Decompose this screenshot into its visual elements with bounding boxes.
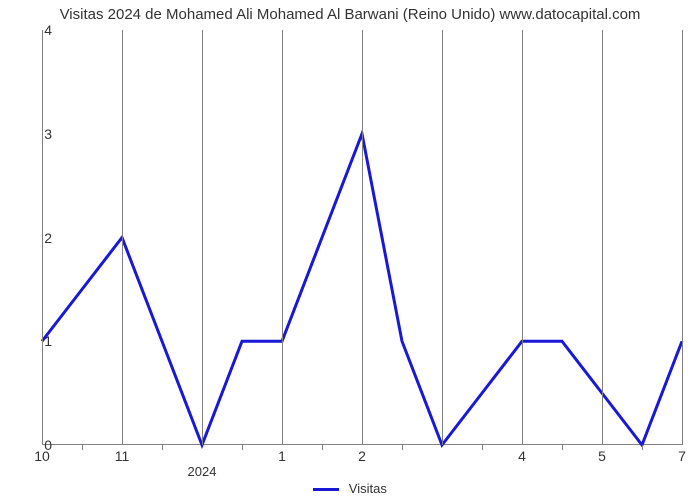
chart-container: Visitas 2024 de Mohamed Ali Mohamed Al B… bbox=[0, 0, 700, 500]
x-sub-label: 2024 bbox=[188, 464, 217, 479]
x-minor-tick bbox=[402, 445, 403, 450]
x-minor-tick bbox=[562, 445, 563, 450]
x-minor-tick bbox=[162, 445, 163, 450]
x-gridline bbox=[682, 30, 683, 445]
y-tick-label: 3 bbox=[12, 126, 52, 142]
y-tick-label: 4 bbox=[12, 22, 52, 38]
x-minor-tick bbox=[82, 445, 83, 450]
x-gridline bbox=[282, 30, 283, 445]
y-tick-label: 2 bbox=[12, 230, 52, 246]
x-gridline bbox=[442, 30, 443, 445]
x-gridline bbox=[122, 30, 123, 445]
x-gridline bbox=[522, 30, 523, 445]
x-minor-tick bbox=[322, 445, 323, 450]
x-gridline bbox=[202, 30, 203, 445]
x-minor-tick bbox=[482, 445, 483, 450]
legend: Visitas bbox=[0, 481, 700, 496]
x-tick-label: 1 bbox=[278, 448, 286, 464]
x-tick-label: 2 bbox=[358, 448, 366, 464]
x-tick-label: 7 bbox=[678, 448, 686, 464]
legend-label: Visitas bbox=[349, 481, 387, 496]
x-gridline bbox=[362, 30, 363, 445]
x-minor-tick bbox=[642, 445, 643, 450]
x-tick-label: 5 bbox=[598, 448, 606, 464]
x-tick-label: 4 bbox=[518, 448, 526, 464]
x-tick-label: 10 bbox=[34, 448, 50, 464]
chart-title: Visitas 2024 de Mohamed Ali Mohamed Al B… bbox=[0, 6, 700, 23]
x-gridline bbox=[602, 30, 603, 445]
y-tick-label: 1 bbox=[12, 333, 52, 349]
x-tick-label: 11 bbox=[115, 448, 130, 464]
legend-swatch bbox=[313, 488, 339, 491]
x-minor-tick bbox=[242, 445, 243, 450]
plot-area bbox=[42, 30, 682, 445]
